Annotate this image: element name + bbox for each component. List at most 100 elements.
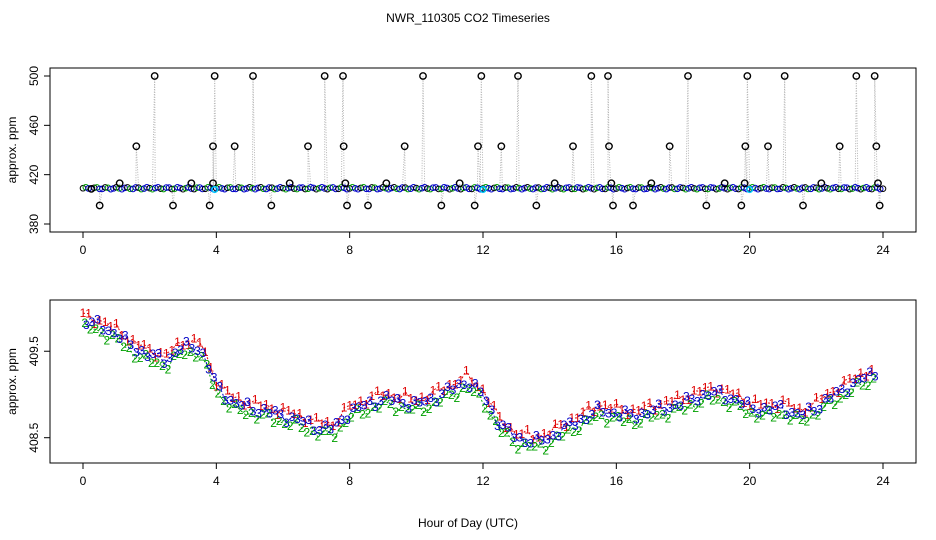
top-outlier-point <box>741 142 750 151</box>
bottom-series-1-label: 1 <box>313 411 320 425</box>
bottom-series-3-label: 3 <box>716 382 723 396</box>
bottom-series-1-label: 1 <box>252 393 259 407</box>
bottom-series-2-label: 2 <box>142 347 149 361</box>
bottom-series-1-label: 1 <box>557 417 564 431</box>
bottom-series-1-label: 1 <box>813 391 820 405</box>
bottom-series-1-label: 1 <box>485 396 492 410</box>
bottom-series-1-label: 1 <box>652 404 659 418</box>
bottom-series-1-label: 1 <box>369 389 376 403</box>
top-outlier-point <box>609 201 617 210</box>
bottom-series-2-label: 2 <box>592 410 599 424</box>
bottom-series-2-label: 2 <box>348 411 355 425</box>
bot-x-tick-label: 4 <box>213 474 220 488</box>
bottom-series-1-label: 1 <box>619 403 626 417</box>
bottom-series-2-label: 2 <box>426 402 433 416</box>
bottom-series-1-label: 1 <box>735 386 742 400</box>
bottom-series-1-label: 1 <box>835 386 842 400</box>
bottom-series-2-label: 2 <box>748 406 755 420</box>
bottom-series-3-label: 3 <box>277 407 284 421</box>
bottom-series-2-label: 2 <box>131 351 138 365</box>
bottom-series-1-label: 1 <box>341 400 348 414</box>
top-outlier-point <box>400 142 409 151</box>
bottom-series-3-label: 3 <box>733 393 740 407</box>
bottom-series-3-label: 3 <box>272 404 279 418</box>
bottom-series-1-label: 1 <box>541 426 548 440</box>
top-panel: 0 4 8 12 16 20 24 380 420 460 500 approx. ppm <box>5 66 917 257</box>
bottom-series-3-label: 3 <box>400 397 407 411</box>
bottom-series-3-label: 3 <box>250 404 257 418</box>
bottom-series-1-label: 1 <box>585 399 592 413</box>
bottom-series-1-label: 1 <box>330 419 337 433</box>
bottom-series-1-label: 1 <box>307 413 314 427</box>
bottom-series-3-label: 3 <box>300 415 307 429</box>
bottom-series-3-label: 3 <box>322 418 329 432</box>
bottom-series-2-label: 2 <box>109 328 116 342</box>
bottom-series-3-label: 3 <box>305 413 312 427</box>
bottom-series-2-label: 2 <box>148 356 155 370</box>
bottom-series-1-label: 1 <box>857 366 864 380</box>
bottom-series-3-label: 3 <box>827 391 834 405</box>
bottom-series-2-label: 2 <box>404 402 411 416</box>
top-outlier-point <box>341 179 350 188</box>
top-outlier-point <box>209 142 217 151</box>
bottom-series-2-label: 2 <box>759 408 766 422</box>
bottom-series-2-label: 2 <box>770 410 777 424</box>
bottom-series-2-label: 2 <box>92 322 99 336</box>
top-y-axis: 380 420 460 500 <box>27 66 51 234</box>
bottom-series-2-label: 2 <box>659 407 666 421</box>
bottom-series-2-label: 2 <box>570 425 577 439</box>
bottom-series-1-label: 1 <box>202 345 209 359</box>
top-baseline-point <box>676 184 684 191</box>
bottom-series-3-label: 3 <box>772 399 779 413</box>
bottom-series-2-label: 2 <box>720 395 727 409</box>
bottom-series-1-label: 1 <box>246 397 253 411</box>
bottom-series-3-label: 3 <box>872 370 879 384</box>
bottom-series-2-label: 2 <box>354 402 361 416</box>
bottom-series-2-label: 2 <box>215 386 222 400</box>
bottom-series-1-label: 1 <box>641 399 648 413</box>
bottom-series-2-label: 2 <box>231 397 238 411</box>
bottom-series-2-label: 2 <box>481 402 488 416</box>
bottom-series-1-label: 1 <box>607 402 614 416</box>
bottom-series-3-label: 3 <box>633 412 640 426</box>
bottom-series-1-label: 1 <box>469 375 476 389</box>
bottom-series-2-label: 2 <box>126 341 133 355</box>
bottom-series-3-label: 3 <box>600 406 607 420</box>
bottom-series-1-label: 1 <box>502 421 509 435</box>
top-outlier-point <box>304 142 312 151</box>
top-outlier-point <box>95 201 104 210</box>
bottom-series-1-label: 1 <box>819 392 826 406</box>
bottom-series-1-label: 1 <box>702 381 709 395</box>
bottom-series-1-label: 1 <box>785 396 792 410</box>
bottom-series-3-label: 3 <box>427 391 434 405</box>
top-baseline-point <box>513 183 520 191</box>
bottom-series-1-label: 1 <box>719 382 726 396</box>
bottom-series-3-label: 3 <box>239 399 246 413</box>
bottom-series-1-label: 1 <box>424 393 431 407</box>
bottom-series-3-label: 3 <box>344 413 351 427</box>
top-calibration-points <box>211 185 754 194</box>
bottom-series-1-label: 1 <box>513 428 520 442</box>
bottom-series-2-label: 2 <box>454 391 461 405</box>
bottom-series-2-label: 2 <box>515 442 522 456</box>
bottom-series-3-label: 3 <box>227 394 234 408</box>
bottom-series-3-label: 3 <box>89 315 96 329</box>
bottom-series-2-label: 2 <box>565 422 572 436</box>
bottom-series-1-label: 1 <box>552 417 559 431</box>
bottom-series-3-label: 3 <box>200 346 207 360</box>
bottom-series-1-label: 1 <box>346 399 353 413</box>
bottom-series-1-label: 1 <box>507 421 514 435</box>
bottom-series-1-label: 1 <box>563 420 570 434</box>
bottom-series-3-label: 3 <box>339 413 346 427</box>
top-x-tick-label: 8 <box>346 243 353 257</box>
top-calibration-point <box>746 185 754 194</box>
top-baseline-point <box>785 185 792 193</box>
bottom-series-1-label: 1 <box>263 397 270 411</box>
top-y-axis-label: approx. ppm <box>5 117 19 184</box>
bottom-series-1-label: 1 <box>824 386 831 400</box>
bottom-series-3-label: 3 <box>777 398 784 412</box>
bottom-series-2-label: 2 <box>476 387 483 401</box>
bottom-series-3-label: 3 <box>544 433 551 447</box>
bottom-series-1-label: 1 <box>102 315 109 329</box>
bottom-series-1-label: 1 <box>807 400 814 414</box>
